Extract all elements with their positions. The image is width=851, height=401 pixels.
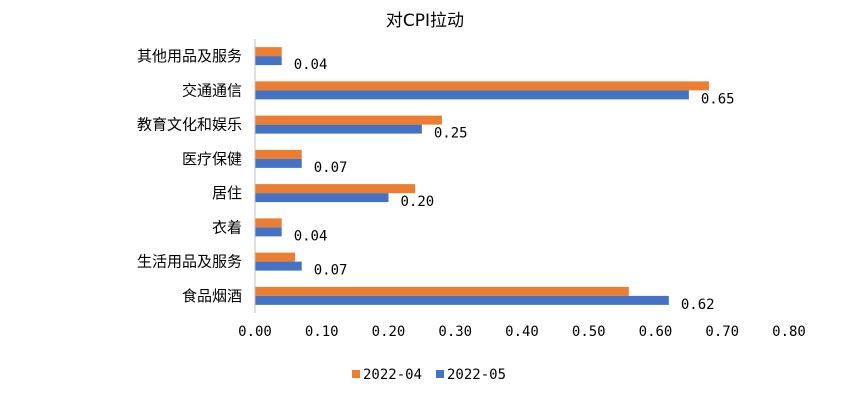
x-tick-label: 0.20 [372, 324, 406, 340]
category-label: 食品烟酒 [182, 287, 242, 305]
data-label: 0.07 [314, 160, 348, 176]
data-label: 0.20 [401, 194, 435, 210]
x-tick-label: 0.30 [438, 324, 472, 340]
data-label: 0.25 [434, 126, 468, 142]
legend-swatch-2022-05 [436, 370, 444, 378]
bar-2022-04 [255, 184, 416, 194]
category-label: 交通通信 [182, 81, 242, 99]
x-tick-label: 0.40 [505, 324, 539, 340]
bar-2022-05 [255, 56, 282, 66]
x-tick-label: 0.10 [305, 324, 339, 340]
bar-2022-04 [255, 149, 302, 159]
bar-2022-05 [255, 261, 302, 271]
legend-label: 2022-04 [363, 367, 422, 383]
data-label: 0.07 [314, 263, 348, 279]
bar-2022-05 [255, 90, 689, 100]
data-label: 0.65 [701, 91, 735, 107]
legend: 2022-04 2022-05 [352, 367, 506, 383]
category-label: 生活用品及服务 [137, 253, 242, 271]
bar-2022-05 [255, 193, 389, 203]
category-label: 其他用品及服务 [137, 47, 242, 65]
bar-2022-05 [255, 124, 422, 134]
category-label: 教育文化和娱乐 [137, 116, 242, 134]
data-labels: 0.04 0.65 0.25 0.07 0.20 0.04 0.07 0.62 [294, 57, 735, 313]
x-tick-label: 0.80 [772, 324, 806, 340]
bar-2022-05 [255, 227, 282, 237]
x-tick-label: 0.50 [572, 324, 606, 340]
bar-2022-05 [255, 158, 302, 168]
bar-2022-04 [255, 252, 296, 262]
bar-2022-04 [255, 218, 282, 228]
category-label: 衣着 [212, 218, 242, 236]
bars-group [255, 47, 709, 305]
legend-label: 2022-05 [447, 367, 506, 383]
x-tick-label: 0.70 [705, 324, 739, 340]
bar-2022-04 [255, 81, 709, 91]
data-label: 0.04 [294, 228, 328, 244]
x-tick-label: 0.00 [238, 324, 272, 340]
data-label: 0.62 [681, 297, 715, 313]
category-label: 医疗保健 [182, 150, 242, 168]
data-label: 0.04 [294, 57, 328, 73]
category-label: 居住 [212, 184, 242, 202]
bar-2022-04 [255, 286, 629, 296]
bar-2022-04 [255, 115, 442, 125]
legend-swatch-2022-04 [352, 370, 360, 378]
chart-title: 对CPI拉动 [386, 11, 464, 31]
bar-2022-05 [255, 295, 669, 305]
x-axis-ticks: 0.00 0.10 0.20 0.30 0.40 0.50 0.60 0.70 0.80 [238, 324, 806, 340]
bar-2022-04 [255, 47, 282, 57]
x-tick-label: 0.60 [639, 324, 673, 340]
